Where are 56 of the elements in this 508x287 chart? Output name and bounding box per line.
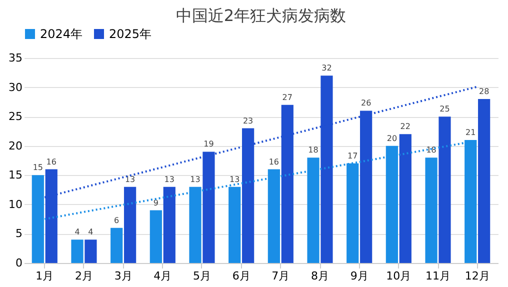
y-tick-label: 25: [8, 110, 22, 124]
data-label: 13: [190, 174, 200, 184]
x-tick-label: 6月: [232, 270, 250, 282]
data-label: 25: [440, 104, 450, 114]
y-tick-label: 10: [8, 198, 22, 211]
data-label: 16: [46, 157, 56, 166]
bar: [399, 134, 412, 263]
x-tick-label: 5月: [192, 270, 211, 282]
data-label: 21: [466, 128, 476, 137]
bar: [110, 228, 123, 263]
bar: [150, 210, 162, 263]
legend-label: 2025年: [109, 27, 152, 41]
x-tick-label: 2月: [74, 270, 93, 282]
x-tick-label: 3月: [114, 270, 132, 282]
x-tick-label: 1月: [36, 270, 54, 282]
data-label: 9: [153, 198, 158, 208]
data-label: 28: [478, 87, 490, 96]
data-label: 13: [164, 174, 174, 184]
legend-label: 2024年: [40, 27, 83, 41]
data-label: 26: [360, 98, 372, 108]
bar: [425, 158, 438, 263]
y-tick-label: 30: [8, 80, 22, 94]
data-label: 4: [88, 228, 94, 237]
y-tick-label: 35: [8, 52, 22, 64]
x-tick-label: 11月: [426, 270, 451, 282]
data-label: 32: [322, 64, 332, 73]
x-tick-label: 9月: [350, 270, 368, 282]
x-tick-label: 12月: [464, 270, 490, 282]
y-tick-label: 5: [16, 227, 22, 240]
data-label: 17: [348, 151, 358, 160]
data-label: 15: [32, 163, 44, 172]
data-label: 19: [204, 140, 214, 149]
data-label: 16: [268, 157, 280, 166]
bar: [71, 240, 84, 263]
bar: [163, 186, 176, 263]
bar: [124, 186, 136, 263]
data-label: 23: [242, 116, 254, 126]
bar: [438, 116, 451, 263]
data-label: 20: [386, 134, 398, 143]
data-label: 4: [74, 228, 80, 237]
data-label: 6: [114, 216, 120, 225]
bar: [478, 99, 490, 263]
data-label: 22: [400, 122, 410, 132]
x-tick-label: 10月: [386, 270, 412, 282]
data-label: 13: [230, 174, 240, 184]
data-label: 13: [124, 174, 136, 184]
x-tick-label: 7月: [272, 270, 290, 282]
chart-title: 中国近2年狂犬病发病数: [176, 6, 346, 25]
bar: [84, 240, 97, 263]
data-label: 27: [282, 92, 292, 102]
y-tick-label: 15: [8, 168, 22, 182]
y-tick-label: 20: [8, 139, 22, 152]
x-tick-label: 4月: [154, 270, 172, 282]
y-tick-label: 0: [16, 256, 22, 270]
data-label: 18: [308, 146, 318, 155]
x-tick-label: 8月: [311, 270, 330, 282]
